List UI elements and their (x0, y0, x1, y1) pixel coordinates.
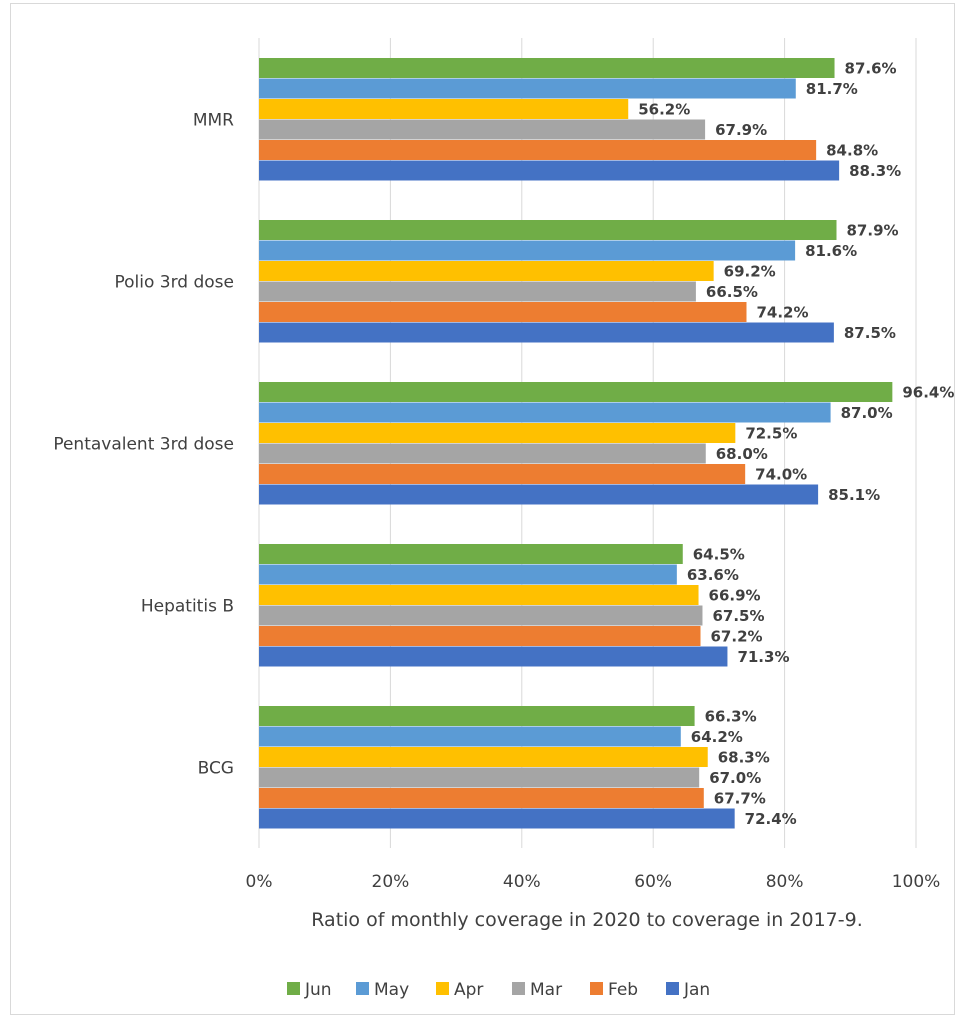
x-tick-label: 40% (503, 872, 541, 892)
data-label: 64.5% (693, 545, 745, 563)
data-label: 56.2% (638, 100, 690, 118)
data-label: 87.9% (847, 221, 899, 239)
bar-apr (259, 585, 699, 605)
data-label: 66.9% (709, 586, 761, 604)
data-label: 81.6% (805, 242, 857, 260)
data-label: 96.4% (902, 383, 954, 401)
legend-label: Feb (608, 980, 638, 1000)
bar-jan (259, 160, 840, 181)
data-label: 87.0% (841, 404, 893, 422)
data-labels: 87.6% 81.7% 56.2% 67.9% 84.8% 88.3% 87.9% 81.6%… (638, 59, 954, 828)
legend-swatch-jan (666, 982, 679, 995)
legend-label: Jun (304, 980, 332, 1000)
bar-may (259, 402, 831, 423)
bar-jan (259, 484, 819, 505)
data-label: 67.0% (709, 769, 761, 787)
category-label: BCG (198, 759, 234, 779)
legend-swatch-apr (436, 982, 449, 995)
data-label: 63.6% (687, 566, 739, 584)
data-label: 66.5% (706, 283, 758, 301)
x-axis-title: Ratio of monthly coverage in 2020 to cov… (311, 909, 862, 931)
data-label: 67.2% (711, 627, 763, 645)
data-label: 69.2% (724, 262, 776, 280)
data-label: 68.0% (716, 445, 768, 463)
category-label: Hepatitis B (141, 597, 234, 617)
bar-mar (259, 119, 706, 140)
bar-jun (259, 58, 835, 78)
bar-may (259, 240, 796, 261)
category-label: Pentavalent 3rd dose (53, 435, 234, 455)
legend: Jun May Apr Mar Feb Jan (287, 980, 710, 1000)
bar-apr (259, 99, 629, 119)
data-label: 68.3% (718, 748, 770, 766)
legend-label: Mar (530, 980, 562, 1000)
bar-jun (259, 220, 837, 240)
data-label: 87.5% (844, 324, 896, 342)
data-label: 85.1% (828, 486, 880, 504)
bar-apr (259, 747, 708, 767)
category-label: Polio 3rd dose (114, 273, 234, 293)
bar-apr (259, 261, 714, 281)
data-label: 72.5% (745, 424, 797, 442)
data-label: 71.3% (737, 648, 789, 666)
bar-mar (259, 281, 696, 302)
data-label: 67.9% (715, 121, 767, 139)
value-axis-labels: 0% 20% 40% 60% 80% 100% (246, 872, 941, 892)
bar-feb (259, 302, 747, 322)
bar-jan (259, 322, 834, 343)
bar-jun (259, 706, 695, 726)
legend-swatch-feb (590, 982, 603, 995)
data-label: 72.4% (745, 810, 797, 828)
data-label: 88.3% (849, 162, 901, 180)
data-label: 74.0% (755, 465, 807, 483)
bar-may (259, 564, 677, 585)
bar-feb (259, 788, 704, 808)
data-label: 84.8% (826, 141, 878, 159)
bar-feb (259, 140, 817, 160)
category-axis-labels: MMR Polio 3rd dose Pentavalent 3rd dose Hep… (53, 111, 234, 779)
data-label: 74.2% (756, 303, 808, 321)
data-label: 66.3% (705, 707, 757, 725)
bar-feb (259, 626, 701, 646)
data-label: 67.5% (712, 607, 764, 625)
category-label: MMR (193, 111, 234, 131)
x-tick-label: 60% (634, 872, 672, 892)
bar-mar (259, 605, 703, 626)
bar-may (259, 78, 796, 99)
bar-jan (259, 808, 735, 829)
bar-jun (259, 544, 683, 564)
x-tick-label: 20% (372, 872, 410, 892)
x-tick-label: 100% (892, 872, 941, 892)
legend-swatch-jun (287, 982, 300, 995)
bar-apr (259, 423, 736, 443)
bar-feb (259, 464, 746, 484)
bar-jun (259, 382, 893, 402)
data-label: 67.7% (714, 789, 766, 807)
bars (259, 58, 893, 829)
data-label: 87.6% (845, 59, 897, 77)
bar-mar (259, 443, 706, 464)
data-label: 64.2% (691, 728, 743, 746)
bar-may (259, 726, 681, 747)
legend-label: Jan (683, 980, 710, 1000)
legend-label: May (374, 980, 409, 1000)
x-tick-label: 80% (766, 872, 804, 892)
x-tick-label: 0% (246, 872, 273, 892)
legend-swatch-may (356, 982, 369, 995)
bar-mar (259, 767, 700, 788)
data-label: 81.7% (806, 80, 858, 98)
legend-swatch-mar (512, 982, 525, 995)
bar-jan (259, 646, 728, 667)
legend-label: Apr (454, 980, 483, 1000)
